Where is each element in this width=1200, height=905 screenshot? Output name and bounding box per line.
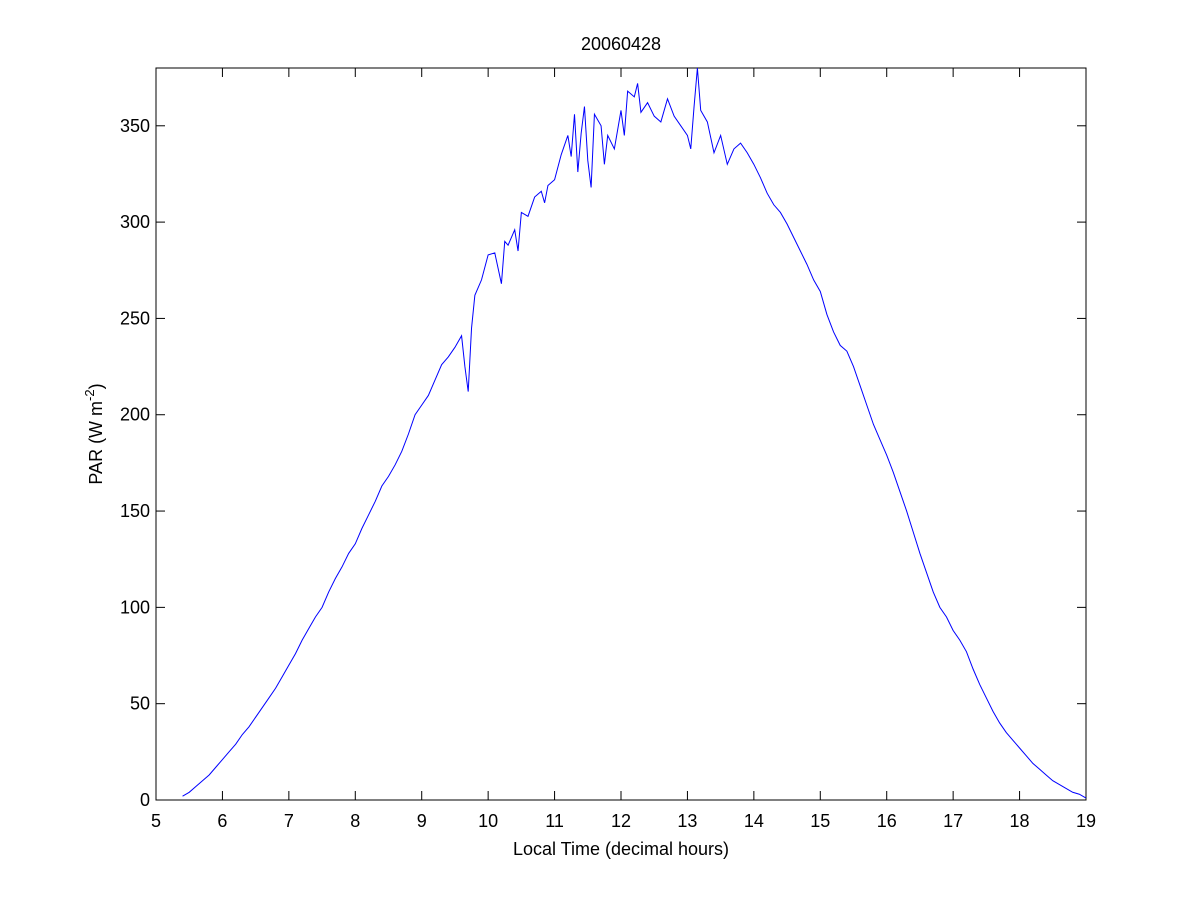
y-label-text: PAR (W m	[86, 401, 106, 485]
x-tick-label: 15	[810, 811, 830, 831]
y-tick-label: 50	[130, 694, 150, 714]
x-tick-label: 5	[151, 811, 161, 831]
x-tick-label: 13	[677, 811, 697, 831]
x-tick-label: 18	[1010, 811, 1030, 831]
x-tick-label: 10	[478, 811, 498, 831]
y-axis-label: PAR (W m-2)	[82, 383, 106, 484]
x-tick-label: 12	[611, 811, 631, 831]
y-label-sup: -2	[82, 389, 97, 401]
x-tick-label: 11	[545, 811, 564, 831]
x-tick-label: 6	[217, 811, 227, 831]
y-tick-label: 200	[120, 405, 150, 425]
y-tick-label: 0	[140, 790, 150, 810]
x-axis-label: Local Time (decimal hours)	[513, 839, 729, 859]
y-tick-label: 150	[120, 501, 150, 521]
y-tick-label: 250	[120, 308, 150, 328]
y-tick-label: 100	[120, 597, 150, 617]
x-tick-label: 17	[943, 811, 963, 831]
data-line	[182, 67, 1087, 799]
y-tick-label: 300	[120, 212, 150, 232]
x-tick-label: 7	[284, 811, 294, 831]
x-tick-label: 19	[1076, 811, 1096, 831]
y-label-suffix: )	[86, 383, 106, 389]
y-tick-label: 350	[120, 116, 150, 136]
x-tick-label: 8	[350, 811, 360, 831]
chart-title: 20060428	[581, 34, 661, 54]
x-tick-label: 16	[877, 811, 897, 831]
x-tick-label: 14	[744, 811, 764, 831]
x-tick-label: 9	[417, 811, 427, 831]
